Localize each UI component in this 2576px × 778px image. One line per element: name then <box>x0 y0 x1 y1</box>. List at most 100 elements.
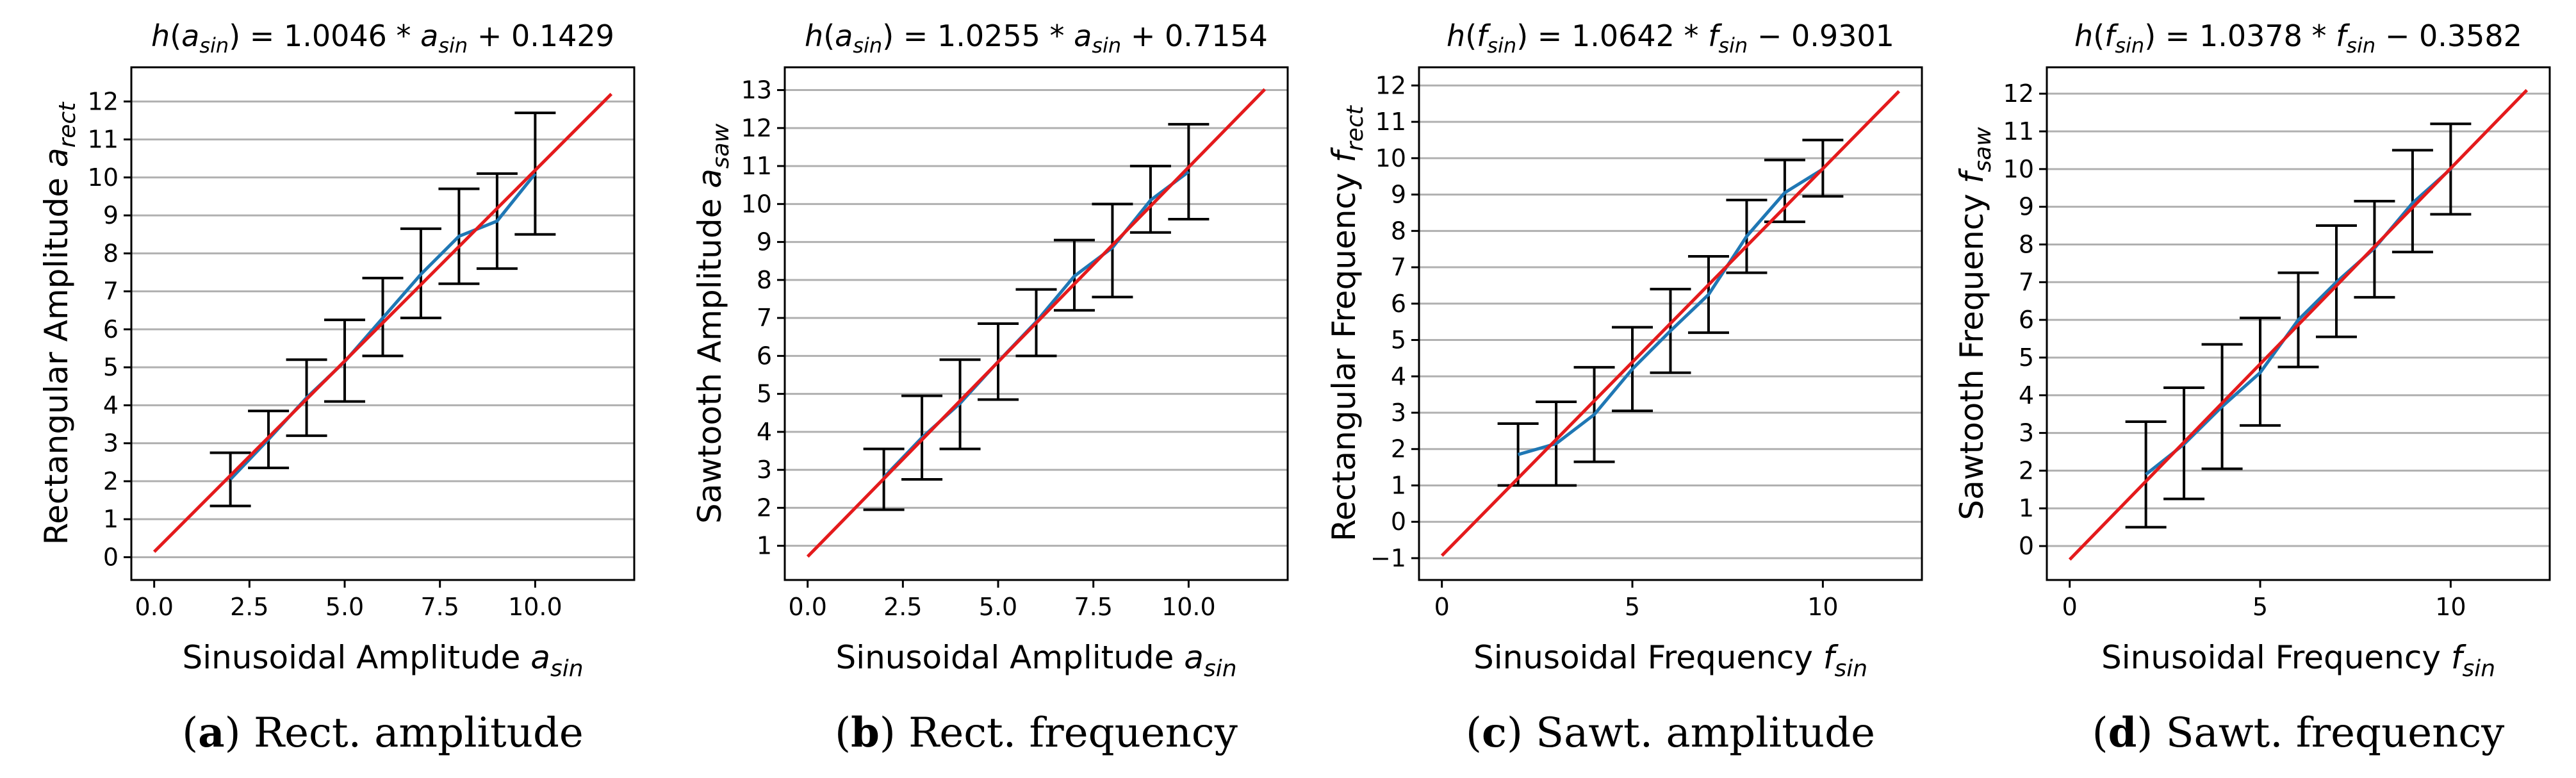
chart-1-caption: (a) Rect. amplitude <box>182 709 584 757</box>
chart-4-ytick-label-0: 0 <box>2019 532 2034 560</box>
chart-4-series-mean-line <box>2145 167 2452 476</box>
chart-4-ytick-label-10: 10 <box>2003 155 2034 183</box>
chart-3-series-mean-line <box>1517 167 1824 456</box>
chart-2-ytick-label-10: 11 <box>741 152 772 180</box>
chart-4-xtick-label-1: 5 <box>2252 593 2268 621</box>
chart-2-ytick-label-8: 9 <box>757 228 772 256</box>
chart-1-ytick-label-0: 0 <box>103 543 119 571</box>
chart-1-x-axis-label: Sinusoidal Amplitude asin <box>182 639 583 682</box>
chart-2-xtick-label-4: 10.0 <box>1161 593 1216 621</box>
chart-2-plot-frame <box>783 66 1289 581</box>
chart-1-plot-frame <box>130 66 636 581</box>
chart-4-y-axis-label: Sawtooth Frequency fsaw <box>1953 127 1996 520</box>
chart-1-ytick-label-11: 11 <box>88 126 119 154</box>
chart-2-ytick-label-9: 10 <box>741 190 772 218</box>
chart-2-ytick-label-1: 2 <box>757 493 772 522</box>
chart-3-ytick-label-2: 1 <box>1391 471 1406 499</box>
chart-1-xtick-label-1: 2.5 <box>230 593 268 621</box>
chart-4-ytick-label-2: 2 <box>2019 456 2034 484</box>
chart-3-ytick-label-10: 9 <box>1391 181 1406 209</box>
chart-2-xtick-label-2: 5.0 <box>979 593 1017 621</box>
chart-2-errorbar-6 <box>1092 203 1133 299</box>
chart-3-x-axis-label: Sinusoidal Frequency fsin <box>1473 639 1867 682</box>
chart-2-title: h(asin) = 1.0255 * asin + 0.7154 <box>805 19 1268 58</box>
chart-2-xtick-label-3: 7.5 <box>1074 593 1112 621</box>
chart-3-xtick-label-2: 10 <box>1807 593 1838 621</box>
chart-4-title: h(fsin) = 1.0378 * fsin − 0.3582 <box>2074 19 2522 58</box>
chart-1-xtick-label-0: 0.0 <box>135 593 173 621</box>
chart-2-errorbar-8 <box>1168 122 1210 221</box>
chart-3-ytick-label-4: 3 <box>1391 399 1406 427</box>
chart-1-series-fit-line <box>152 92 613 553</box>
chart-1-ytick-label-8: 8 <box>103 239 119 267</box>
chart-1-ytick-label-9: 9 <box>103 201 119 229</box>
chart-3-title: h(fsin) = 1.0642 * fsin − 0.9301 <box>1447 19 1894 58</box>
chart-3-ytick-label-9: 8 <box>1391 217 1406 245</box>
chart-2-y-axis-label: Sawtooth Amplitude asaw <box>691 123 734 524</box>
chart-4-plot-frame <box>2046 66 2551 581</box>
chart-1-ytick-label-3: 3 <box>103 429 119 458</box>
chart-4-ytick-label-5: 5 <box>2019 343 2034 372</box>
chart-4-ytick-label-3: 3 <box>2019 419 2034 447</box>
chart-3-y-axis-label: Rectangular Frequency frect <box>1325 104 1368 542</box>
chart-3-xtick-label-0: 0 <box>1434 593 1450 621</box>
chart-4-ytick-label-11: 11 <box>2003 117 2034 145</box>
chart-2-ytick-label-2: 3 <box>757 456 772 484</box>
chart-4-ytick-label-7: 7 <box>2019 268 2034 296</box>
chart-2-x-axis-label: Sinusoidal Amplitude asin <box>835 639 1236 682</box>
chart-4-x-axis-label: Sinusoidal Frequency fsin <box>2101 639 2495 682</box>
chart-3-ytick-label-5: 4 <box>1391 362 1406 390</box>
chart-3-ytick-label-6: 5 <box>1391 326 1406 354</box>
chart-4-ytick-label-6: 6 <box>2019 306 2034 334</box>
chart-1-ytick-label-12: 12 <box>88 87 119 115</box>
chart-1-ytick-label-5: 5 <box>103 353 119 381</box>
chart-2-ytick-label-0: 1 <box>757 532 772 560</box>
chart-3-ytick-label-11: 10 <box>1375 144 1406 172</box>
chart-1-ytick-label-7: 7 <box>103 277 119 306</box>
chart-2-xtick-label-0: 0.0 <box>788 593 826 621</box>
chart-2-ytick-label-6: 7 <box>757 304 772 332</box>
chart-1-ytick-label-10: 10 <box>88 163 119 192</box>
chart-1-ytick-label-1: 1 <box>103 505 119 533</box>
chart-3-ytick-label-1: 0 <box>1391 508 1406 536</box>
chart-4-xtick-label-0: 0 <box>2062 593 2078 621</box>
chart-1-xtick-label-4: 10.0 <box>508 593 562 621</box>
chart-2-series-fit-line <box>806 88 1267 558</box>
chart-4-caption: (d) Sawt. frequency <box>2092 709 2505 757</box>
chart-1-xtick-label-3: 7.5 <box>420 593 459 621</box>
chart-4-ytick-label-9: 9 <box>2019 193 2034 221</box>
chart-3-ytick-label-12: 11 <box>1375 108 1406 136</box>
chart-4-ytick-label-8: 8 <box>2019 230 2034 258</box>
chart-2-ytick-label-11: 12 <box>741 114 772 142</box>
chart-1-y-axis-label: Rectangular Amplitude arect <box>38 101 81 545</box>
chart-1-ytick-label-4: 4 <box>103 391 119 419</box>
chart-3-ytick-label-8: 7 <box>1391 253 1406 281</box>
chart-1-xtick-label-2: 5.0 <box>325 593 364 621</box>
chart-4-ytick-label-4: 4 <box>2019 381 2034 410</box>
chart-4-xtick-label-2: 10 <box>2435 593 2466 621</box>
chart-3-ytick-label-0: −1 <box>1370 544 1406 572</box>
chart-3-ytick-label-7: 6 <box>1391 290 1406 318</box>
chart-4-ytick-label-1: 1 <box>2019 494 2034 522</box>
chart-3-plot-frame <box>1418 66 1923 581</box>
chart-2-ytick-label-12: 13 <box>741 76 772 104</box>
chart-2-ytick-label-5: 6 <box>757 342 772 370</box>
chart-4-ytick-label-12: 12 <box>2003 79 2034 108</box>
chart-3-caption: (c) Sawt. amplitude <box>1466 709 1875 757</box>
chart-1-ytick-label-6: 6 <box>103 315 119 343</box>
chart-4-series-fit-line <box>2068 88 2529 561</box>
chart-2-caption: (b) Rect. frequency <box>835 709 1238 757</box>
chart-2-ytick-label-7: 8 <box>757 266 772 294</box>
chart-2-xtick-label-1: 2.5 <box>883 593 922 621</box>
chart-2-ytick-label-3: 4 <box>757 418 772 446</box>
chart-3-ytick-label-13: 12 <box>1375 71 1406 99</box>
chart-1-ytick-label-2: 2 <box>103 467 119 495</box>
chart-3-ytick-label-3: 2 <box>1391 435 1406 463</box>
chart-1-title: h(asin) = 1.0046 * asin + 0.1429 <box>151 19 614 58</box>
chart-3-series-fit-line <box>1440 90 1901 557</box>
